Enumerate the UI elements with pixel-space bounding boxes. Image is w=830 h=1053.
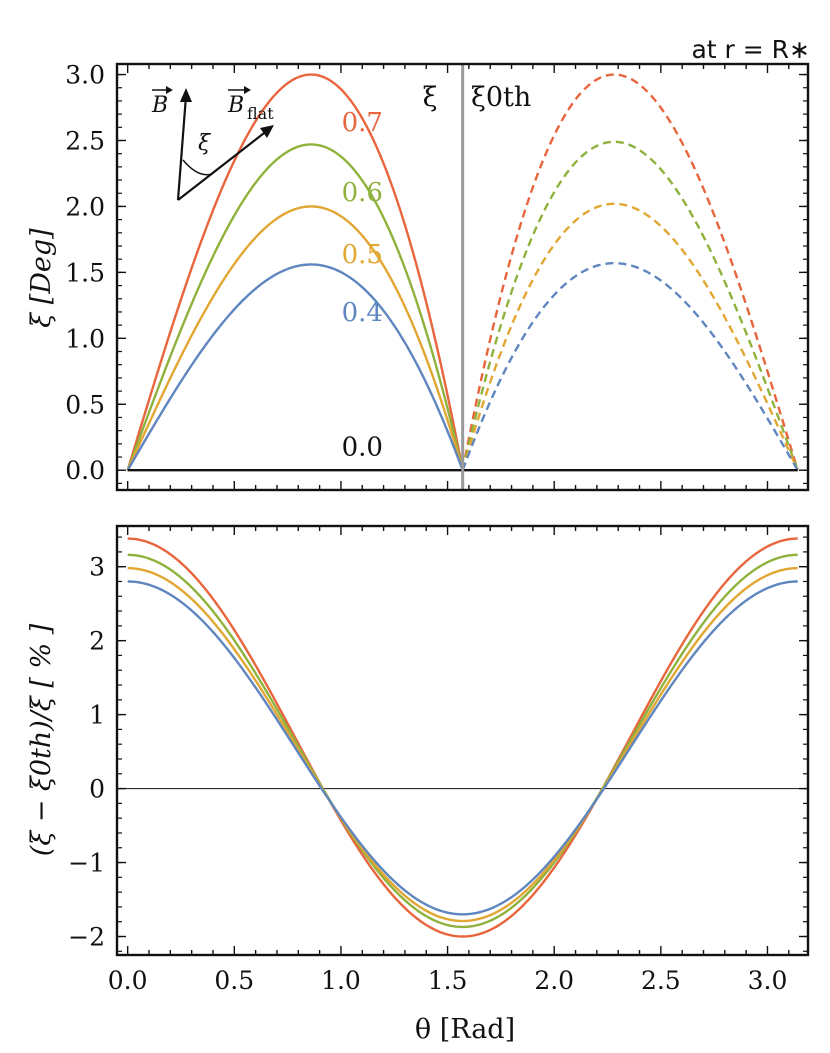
y-tick-label: 3.0 [65, 61, 105, 90]
top-y-axis-label: ξ [Deg] [26, 228, 57, 328]
inset-angle-label: ξ [198, 131, 212, 156]
bflat-subscript: flat [247, 104, 274, 123]
top-curves [126, 73, 799, 472]
b-vector-over-head [166, 86, 173, 94]
series-line-0.6-xi0th [461, 140, 799, 471]
y-tick-label: 1.5 [65, 258, 105, 287]
difference-line-0.6 [127, 553, 798, 929]
b-vector-label: B [151, 93, 168, 118]
series-label-0.0: 0.0 [342, 432, 383, 462]
series-label-0.5: 0.5 [342, 240, 383, 270]
x-tick-label: 1.0 [321, 966, 361, 995]
radius-annotation: at r = R∗ [691, 35, 810, 64]
y-tick-label: 1.0 [65, 324, 105, 353]
y-tick-label: 1 [89, 701, 105, 730]
x-tick-label: 0.0 [108, 966, 148, 995]
bottom-y-axis-label: (ξ − ξ0th)/ξ [ % ] [26, 623, 57, 856]
x-tick-label: 0.5 [214, 966, 254, 995]
top-panel: at r = R∗ ξ ξ0th 0.7 0.6 0.5 0.4 0.0 B B fla… [26, 35, 810, 492]
bflat-vector-head [260, 125, 274, 138]
x-tick-label: 1.5 [428, 966, 468, 995]
x-tick-label: 2.5 [641, 966, 681, 995]
y-tick-label: −1 [68, 849, 105, 878]
top-plot-frame [115, 62, 810, 492]
series-label-0.4: 0.4 [342, 298, 383, 328]
series-line-0.4-xi0th [461, 261, 799, 471]
series-label-0.6: 0.6 [342, 178, 383, 208]
bottom-plot-frame [115, 524, 810, 957]
series-line-0.6-xi [126, 143, 464, 471]
difference-line-0.4 [127, 580, 798, 916]
series-line-0.7-xi0th [461, 73, 799, 471]
difference-line-0.7 [127, 537, 798, 938]
bflat-vector-arrow [177, 129, 269, 201]
y-tick-label: 0.0 [65, 456, 105, 485]
x-tick-label: 2.0 [534, 966, 574, 995]
series-labels: 0.7 0.6 0.5 0.4 0.0 [342, 108, 383, 462]
y-tick-label: 2.5 [65, 126, 105, 155]
y-tick-label: 3 [89, 553, 105, 582]
series-line-0.5-xi [126, 205, 464, 471]
vector-inset: B B flat ξ [151, 86, 274, 201]
x-tick-label: 3.0 [748, 966, 788, 995]
top-axis-ticks: 0.0 0.5 1.0 1.5 2.0 2.5 3.0 [65, 61, 808, 490]
series-line-0.7-xi [126, 73, 464, 471]
y-tick-label: 2 [89, 627, 105, 656]
angle-arc [182, 159, 213, 176]
series-line-0.4-xi [126, 263, 464, 471]
y-tick-label: 0 [89, 775, 105, 804]
y-tick-label: −2 [68, 923, 105, 952]
b-vector-head [180, 88, 192, 102]
x-axis-label: θ [Rad] [415, 1014, 515, 1045]
y-tick-label: 2.0 [65, 192, 105, 221]
bottom-panel: −2 −1 0 1 2 3 0.0 0.5 1.0 1.5 2.0 2.5 3.0 (ξ − ξ0th)… [26, 524, 810, 1045]
difference-line-0.5 [127, 566, 798, 923]
bflat-vector-label: B [227, 93, 244, 118]
bottom-axis-ticks: −2 −1 0 1 2 3 0.0 0.5 1.0 1.5 2.0 2.5 3.0 [68, 526, 808, 995]
y-tick-label: 0.5 [65, 390, 105, 419]
series-line-0.5-xi0th [461, 202, 799, 471]
bottom-curves [127, 537, 798, 938]
b-vector-arrow [176, 95, 188, 201]
bflat-over-head [244, 86, 251, 94]
left-region-label: ξ [423, 82, 438, 113]
series-label-0.7: 0.7 [342, 108, 383, 138]
right-region-label: ξ0th [471, 82, 531, 113]
